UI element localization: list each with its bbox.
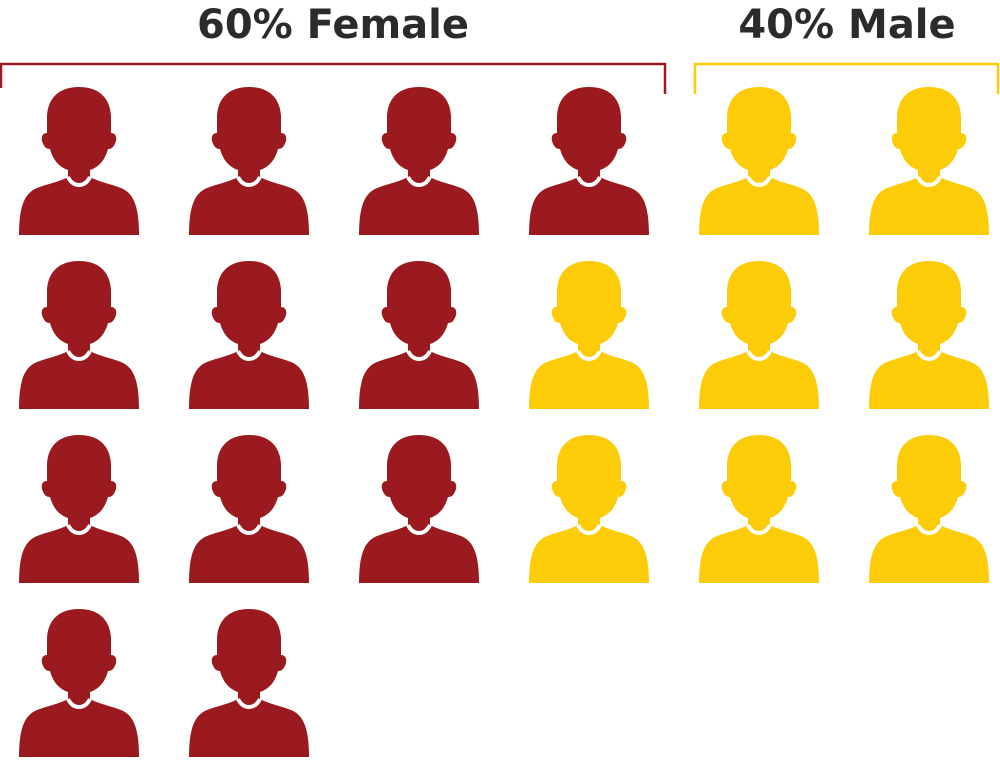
female-person-icon (529, 87, 649, 237)
female-label: 60% Female (197, 2, 469, 48)
male-person-icon (699, 87, 819, 237)
female-person-icon (19, 87, 139, 237)
female-person-icon (359, 261, 479, 411)
male-label: 40% Male (738, 2, 955, 48)
male-person-icon (869, 87, 989, 237)
male-bracket (693, 62, 1000, 94)
female-person-icon (189, 435, 309, 585)
female-person-icon (189, 87, 309, 237)
female-person-icon (19, 609, 139, 759)
female-person-icon (189, 609, 309, 759)
female-person-icon (19, 261, 139, 411)
female-bracket (0, 62, 667, 94)
female-person-icon (189, 261, 309, 411)
male-person-icon (529, 261, 649, 411)
male-person-icon (699, 261, 819, 411)
male-person-icon (529, 435, 649, 585)
female-person-icon (19, 435, 139, 585)
icon-grid (19, 87, 989, 759)
female-person-icon (359, 435, 479, 585)
male-person-icon (869, 261, 989, 411)
male-person-icon (869, 435, 989, 585)
female-person-icon (359, 87, 479, 237)
male-person-icon (699, 435, 819, 585)
